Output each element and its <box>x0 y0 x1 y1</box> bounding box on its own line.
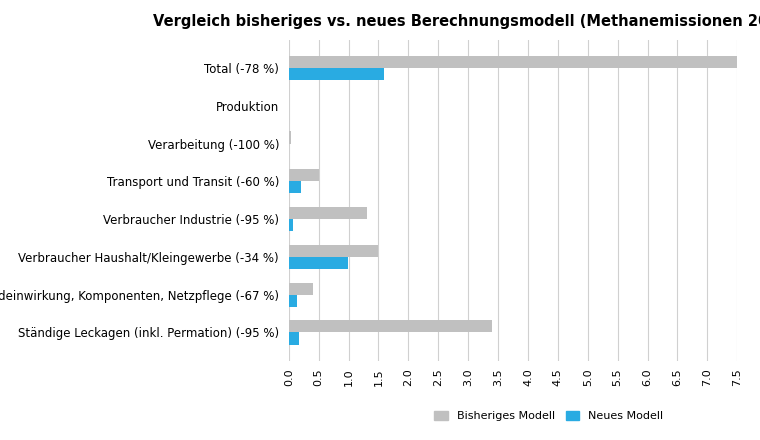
Bar <box>289 282 312 295</box>
Bar <box>289 169 318 181</box>
Bar <box>289 56 737 68</box>
Bar <box>289 257 348 269</box>
Bar <box>289 181 301 194</box>
Bar <box>289 207 366 219</box>
Bar <box>289 68 385 80</box>
Bar <box>289 295 296 307</box>
Bar <box>289 320 492 333</box>
Title: Vergleich bisheriges vs. neues Berechnungsmodell (Methanemissionen 2020 in kt CH: Vergleich bisheriges vs. neues Berechnun… <box>154 14 760 29</box>
Bar <box>289 333 299 345</box>
Bar <box>289 132 291 143</box>
Legend: Bisheriges Modell, Neues Modell: Bisheriges Modell, Neues Modell <box>430 407 668 426</box>
Bar <box>289 245 378 257</box>
Bar <box>289 219 293 231</box>
